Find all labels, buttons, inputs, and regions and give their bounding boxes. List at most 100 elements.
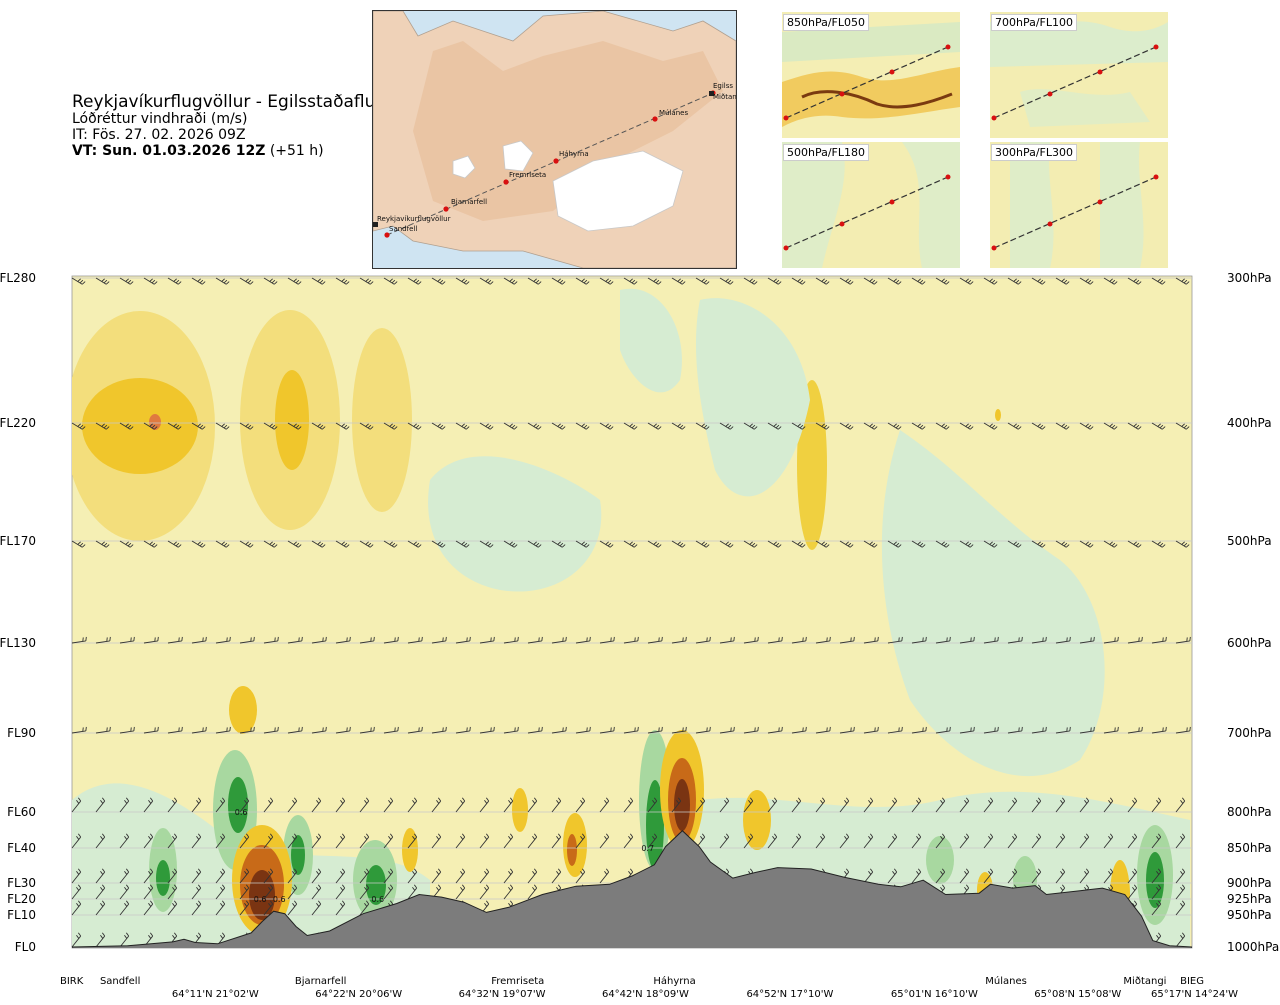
wind-barb	[575, 422, 590, 430]
flight-level-tick: FL280	[0, 271, 36, 285]
map-label-egilss: Egilss	[713, 82, 733, 90]
wind-barb	[95, 932, 106, 948]
wind-barb	[335, 636, 351, 644]
field-patch	[228, 777, 248, 833]
wind-barb	[263, 540, 278, 548]
wind-barb	[455, 868, 466, 884]
wind-barb	[1055, 868, 1066, 884]
wind-barb	[599, 636, 615, 644]
field-patch	[646, 780, 664, 870]
panel-700hpa-label: 700hPa/FL100	[991, 14, 1078, 31]
coordinate-label: 64°32'N 19°07'W	[459, 989, 546, 1000]
station-label: Miðtangi	[1123, 976, 1166, 987]
wind-barb	[431, 797, 442, 813]
wind-barb	[383, 833, 394, 849]
wind-barb	[1079, 277, 1094, 285]
wind-barb	[95, 636, 111, 644]
wind-barb	[935, 636, 951, 644]
wind-barb	[359, 540, 374, 548]
wind-barb	[71, 900, 82, 916]
wind-barb	[767, 636, 783, 644]
wind-barb	[335, 422, 350, 430]
wind-barb	[1007, 540, 1022, 548]
wind-barb	[1175, 900, 1186, 916]
wind-barb	[263, 884, 274, 900]
panel-300hpa-label: 300hPa/FL300	[991, 144, 1078, 161]
wind-barb	[455, 797, 466, 813]
wind-barb	[527, 797, 538, 813]
wind-barb	[1151, 868, 1162, 884]
wind-barb	[887, 540, 902, 548]
flight-level-tick: FL130	[0, 636, 36, 650]
wind-barb	[479, 540, 494, 548]
wind-barb	[1007, 797, 1018, 813]
wind-barb	[455, 277, 470, 285]
wind-barb	[143, 726, 159, 734]
wind-barb	[263, 833, 274, 849]
panel-850hpa-label: 850hPa/FL050	[783, 14, 870, 31]
wind-barb	[143, 636, 159, 644]
wind-barb	[1031, 833, 1042, 849]
wind-barb	[623, 422, 638, 430]
wind-barb	[407, 868, 418, 884]
wind-barb	[119, 540, 134, 548]
wind-barb	[1103, 868, 1114, 884]
wind-barb	[431, 868, 442, 884]
wind-barb	[215, 797, 226, 813]
wind-barb	[1127, 726, 1143, 734]
wind-barb	[143, 797, 154, 813]
wind-barb	[863, 422, 878, 430]
wind-barb	[455, 726, 471, 734]
wind-barb	[839, 422, 854, 430]
wind-barb	[671, 726, 687, 734]
pressure-tick: 500hPa	[1227, 534, 1272, 548]
wind-barb	[719, 726, 735, 734]
wind-barb	[1079, 422, 1094, 430]
wind-barb	[743, 277, 758, 285]
pressure-tick: 700hPa	[1227, 726, 1272, 740]
route-point-1	[443, 206, 449, 212]
wind-barb	[239, 636, 255, 644]
wind-barb	[167, 884, 178, 900]
wind-barb	[71, 932, 82, 948]
wind-barb	[359, 900, 370, 916]
wind-barb	[359, 726, 375, 734]
pressure-axis: 300hPa 400hPa 500hPa 600hPa 700hPa 800hPa 850h…	[1227, 271, 1279, 954]
wind-barb	[503, 636, 519, 644]
wind-barb	[143, 900, 154, 916]
wind-barb	[1007, 833, 1018, 849]
wind-barb	[1079, 540, 1094, 548]
wind-barb	[71, 726, 87, 734]
wind-barb	[935, 726, 951, 734]
wind-barb	[815, 277, 830, 285]
coordinate-label: 64°11'N 21°02'W	[172, 989, 259, 1000]
wind-barb	[671, 277, 686, 285]
wind-barb	[239, 868, 250, 884]
chart-title: Reykjavíkurflugvöllur - Egilsstaðaflugvö…	[72, 92, 434, 112]
wind-barb	[935, 868, 946, 884]
wind-barb	[767, 726, 783, 734]
wind-barb	[71, 422, 86, 430]
wind-barb	[1031, 277, 1046, 285]
field-patch	[567, 834, 577, 866]
wind-barb	[911, 422, 926, 430]
wind-barb	[263, 726, 279, 734]
wind-barb	[239, 540, 254, 548]
station-label: Sandfell	[100, 976, 140, 987]
wind-barb	[287, 868, 298, 884]
wind-barb	[1151, 833, 1162, 849]
wind-barb	[599, 868, 610, 884]
field-patch	[428, 456, 602, 592]
map-label-birk: Reykjavíkurflugvöllur	[377, 215, 451, 223]
wind-barb	[359, 797, 370, 813]
wind-barb	[743, 540, 758, 548]
wind-barb	[791, 726, 807, 734]
route-axis: BIRK Sandfell Bjarnarfell Fremriseta Háhyrna…	[60, 975, 1238, 1000]
wind-barb	[815, 833, 826, 849]
wind-barb	[479, 726, 495, 734]
wind-barb	[503, 868, 514, 884]
wind-barb	[383, 277, 398, 285]
panel-300hpa-svg	[990, 142, 1168, 268]
wind-barb	[1127, 868, 1138, 884]
wind-barb	[215, 636, 231, 644]
